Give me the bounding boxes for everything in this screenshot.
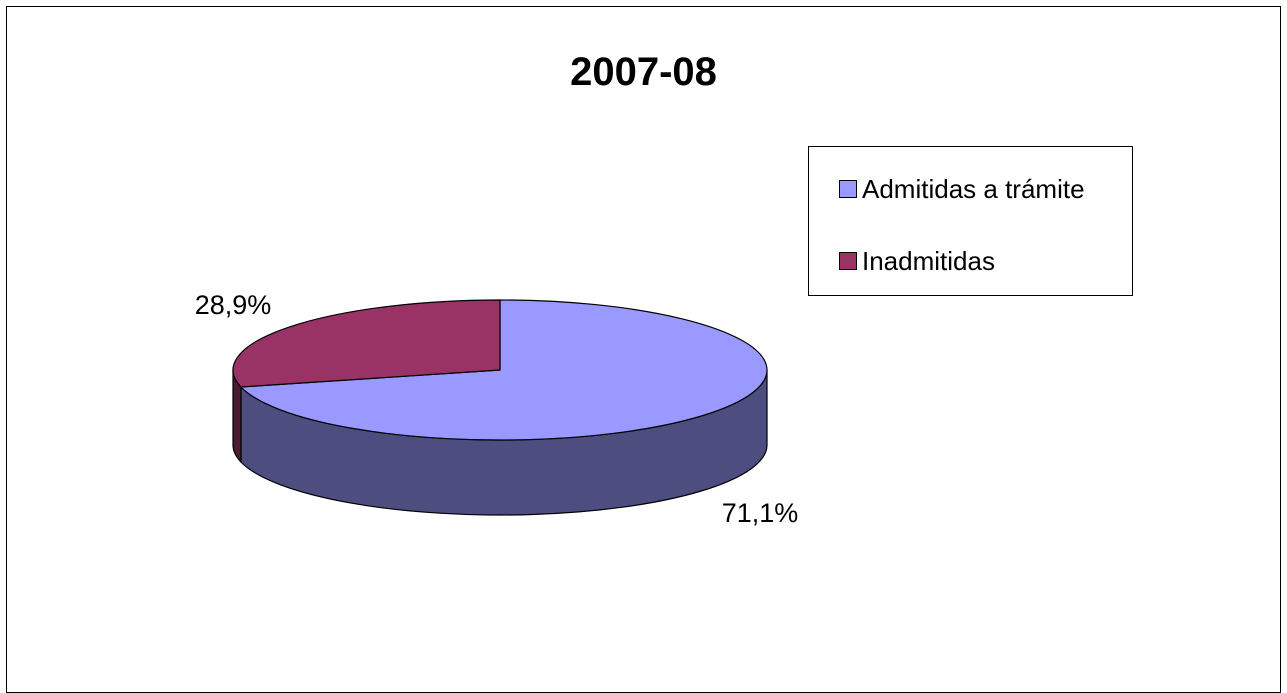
data-label-admitidas: 71,1%	[722, 498, 799, 528]
legend-item-admitidas: Admitidas a trámite	[839, 173, 1085, 205]
legend-swatch-admitidas	[839, 180, 857, 198]
pie-slice-inadmitidas	[232, 299, 501, 388]
pie-slice-admitidas	[240, 299, 768, 441]
legend-item-inadmitidas: Inadmitidas	[839, 245, 995, 277]
legend-swatch-inadmitidas	[839, 252, 857, 270]
legend-label-admitidas: Admitidas a trámite	[862, 173, 1085, 204]
data-label-inadmitidas: 28,9%	[195, 290, 272, 320]
legend: Admitidas a trámite Inadmitidas	[808, 146, 1133, 296]
legend-label-inadmitidas: Inadmitidas	[862, 245, 995, 276]
chart-title: 2007-08	[570, 50, 717, 94]
